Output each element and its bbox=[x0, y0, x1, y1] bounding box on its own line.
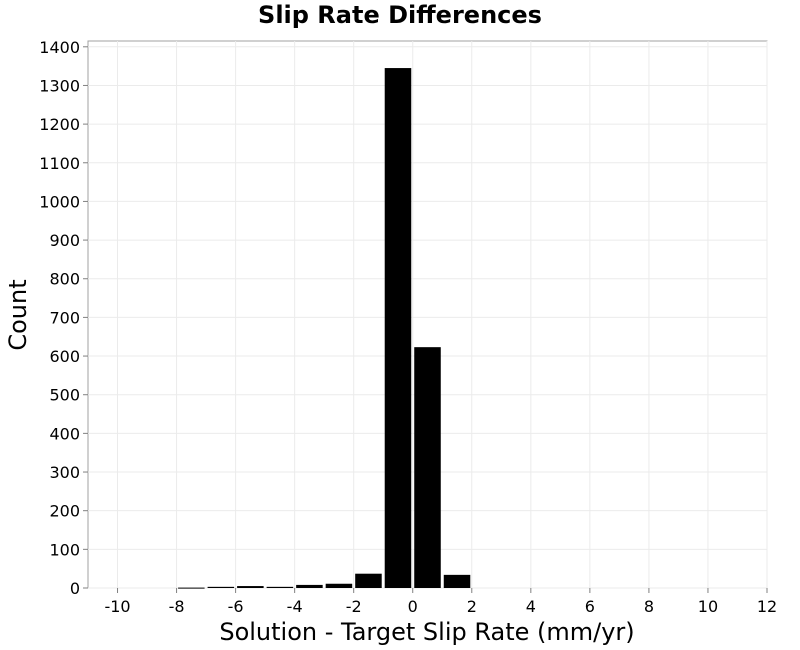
y-tick-label: 900 bbox=[49, 231, 80, 250]
histogram-bar bbox=[384, 68, 412, 589]
x-tick-label: -6 bbox=[228, 597, 244, 616]
histogram-bars bbox=[178, 68, 471, 589]
histogram-bar bbox=[178, 587, 205, 589]
x-tick-label: -4 bbox=[287, 597, 303, 616]
y-tick-label: 1200 bbox=[39, 115, 80, 134]
x-tick-label: 12 bbox=[757, 597, 777, 616]
x-tick-label: 0 bbox=[408, 597, 418, 616]
y-axis-ticks: 0 100 200 300 400 500 600 700 800 900 1000 1100 1200… bbox=[39, 38, 88, 598]
histogram-bar bbox=[207, 586, 235, 588]
y-tick-label: 800 bbox=[49, 270, 80, 289]
y-axis-label: Count bbox=[4, 279, 32, 350]
y-tick-label: 500 bbox=[49, 386, 80, 405]
histogram-bar bbox=[237, 586, 264, 588]
histogram-bar bbox=[266, 586, 294, 588]
x-tick-label: 2 bbox=[467, 597, 477, 616]
x-tick-label: -8 bbox=[169, 597, 185, 616]
histogram-bar bbox=[414, 347, 441, 588]
x-tick-label: -2 bbox=[346, 597, 362, 616]
y-tick-label: 1300 bbox=[39, 76, 80, 95]
histogram-bar bbox=[355, 573, 382, 588]
x-tick-label: -10 bbox=[104, 597, 130, 616]
y-tick-label: 200 bbox=[49, 502, 80, 521]
chart-title: Slip Rate Differences bbox=[258, 1, 542, 29]
x-tick-label: 6 bbox=[585, 597, 595, 616]
y-tick-label: 1000 bbox=[39, 192, 80, 211]
y-tick-label: 400 bbox=[49, 424, 80, 443]
x-tick-label: 10 bbox=[698, 597, 718, 616]
y-tick-label: 0 bbox=[70, 579, 80, 598]
x-axis-ticks: -10 -8 -6 -4 -2 0 2 4 6 8 10 12 bbox=[104, 588, 777, 616]
x-axis-label: Solution - Target Slip Rate (mm/yr) bbox=[219, 618, 634, 646]
y-tick-label: 700 bbox=[49, 308, 80, 327]
histogram-bar bbox=[325, 583, 353, 588]
y-tick-label: 300 bbox=[49, 463, 80, 482]
y-tick-label: 1400 bbox=[39, 38, 80, 57]
histogram-bar bbox=[296, 584, 323, 588]
x-tick-label: 8 bbox=[644, 597, 654, 616]
y-tick-label: 1100 bbox=[39, 154, 80, 173]
y-tick-label: 100 bbox=[49, 540, 80, 559]
x-tick-label: 4 bbox=[526, 597, 536, 616]
histogram-bar bbox=[443, 574, 471, 588]
y-tick-label: 600 bbox=[49, 347, 80, 366]
